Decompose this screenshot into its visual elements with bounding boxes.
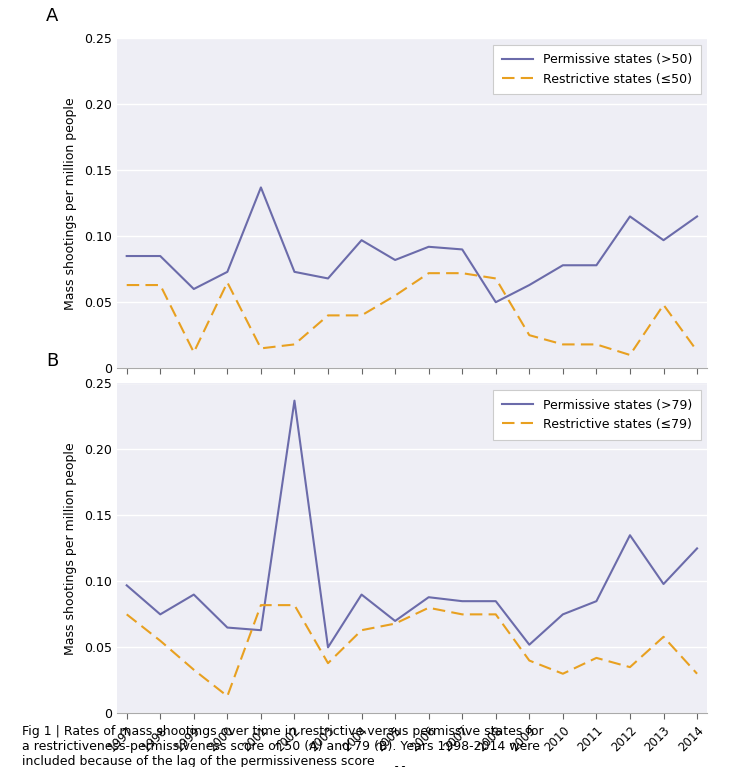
Permissive states (>79) (324, 643, 332, 652)
Restrictive states (≤50) (491, 274, 500, 283)
Permissive states (>50) (357, 235, 366, 245)
Restrictive states (≤50) (424, 268, 433, 278)
Permissive states (>50) (290, 267, 299, 276)
Permissive states (>50) (693, 212, 701, 221)
Line: Permissive states (>50): Permissive states (>50) (127, 187, 697, 302)
Restrictive states (≤50) (592, 340, 601, 349)
Permissive states (>79) (122, 581, 131, 590)
Permissive states (>50) (122, 252, 131, 261)
Restrictive states (≤79) (324, 659, 332, 668)
Permissive states (>79) (693, 544, 701, 553)
Permissive states (>50) (659, 235, 668, 245)
Restrictive states (≤79) (525, 656, 534, 665)
Restrictive states (≤50) (357, 311, 366, 320)
Restrictive states (≤79) (424, 603, 433, 612)
Permissive states (>79) (257, 626, 265, 635)
Permissive states (>79) (391, 617, 399, 626)
Line: Restrictive states (≤50): Restrictive states (≤50) (127, 273, 697, 355)
Restrictive states (≤50) (659, 300, 668, 309)
Restrictive states (≤50) (190, 347, 198, 357)
Restrictive states (≤79) (391, 619, 399, 628)
Permissive states (>79) (290, 396, 299, 405)
Legend: Permissive states (>50), Restrictive states (≤50): Permissive states (>50), Restrictive sta… (493, 44, 701, 94)
Restrictive states (≤50) (558, 340, 567, 349)
Restrictive states (≤79) (659, 632, 668, 641)
Restrictive states (≤79) (156, 636, 165, 645)
Permissive states (>79) (458, 597, 467, 606)
Y-axis label: Mass shootings per million people: Mass shootings per million people (64, 97, 77, 310)
Restrictive states (≤79) (357, 626, 366, 635)
Permissive states (>50) (190, 285, 198, 294)
Restrictive states (≤50) (324, 311, 332, 320)
Permissive states (>79) (558, 610, 567, 619)
Restrictive states (≤79) (122, 610, 131, 619)
Permissive states (>79) (190, 590, 198, 599)
Restrictive states (≤79) (190, 665, 198, 674)
Permissive states (>50) (491, 298, 500, 307)
Restrictive states (≤50) (391, 291, 399, 300)
Restrictive states (≤50) (693, 347, 701, 356)
Restrictive states (≤50) (525, 331, 534, 340)
Text: B: B (46, 352, 58, 370)
Permissive states (>50) (558, 261, 567, 270)
Permissive states (>79) (223, 623, 232, 632)
Legend: Permissive states (>79), Restrictive states (≤79): Permissive states (>79), Restrictive sta… (493, 390, 701, 439)
Restrictive states (≤79) (592, 653, 601, 663)
Permissive states (>50) (458, 245, 467, 254)
Permissive states (>50) (156, 252, 165, 261)
Permissive states (>79) (592, 597, 601, 606)
Permissive states (>79) (525, 640, 534, 650)
Permissive states (>79) (156, 610, 165, 619)
Text: A: A (46, 7, 58, 25)
Restrictive states (≤79) (625, 663, 634, 672)
Line: Permissive states (>79): Permissive states (>79) (127, 400, 697, 647)
Restrictive states (≤50) (458, 268, 467, 278)
Restrictive states (≤79) (458, 610, 467, 619)
Restrictive states (≤50) (223, 278, 232, 287)
Permissive states (>79) (357, 590, 366, 599)
Permissive states (>50) (391, 255, 399, 265)
Restrictive states (≤50) (156, 281, 165, 290)
Permissive states (>50) (223, 267, 232, 276)
Permissive states (>79) (625, 531, 634, 540)
Permissive states (>79) (659, 579, 668, 588)
Permissive states (>79) (424, 593, 433, 602)
X-axis label: Year: Year (394, 765, 429, 767)
Permissive states (>50) (525, 281, 534, 290)
Restrictive states (≤50) (122, 281, 131, 290)
Text: Fig 1 | Rates of mass shootings over time in restrictive versus permissive state: Fig 1 | Rates of mass shootings over tim… (22, 725, 544, 767)
Permissive states (>50) (424, 242, 433, 252)
Restrictive states (≤79) (223, 692, 232, 701)
Permissive states (>50) (625, 212, 634, 221)
Restrictive states (≤50) (290, 340, 299, 349)
Permissive states (>50) (257, 183, 265, 192)
Restrictive states (≤79) (558, 669, 567, 678)
Restrictive states (≤50) (625, 351, 634, 360)
Y-axis label: Mass shootings per million people: Mass shootings per million people (64, 442, 77, 655)
Restrictive states (≤50) (257, 344, 265, 353)
Restrictive states (≤79) (693, 669, 701, 678)
Permissive states (>50) (324, 274, 332, 283)
Permissive states (>79) (491, 597, 500, 606)
Restrictive states (≤79) (290, 601, 299, 610)
Line: Restrictive states (≤79): Restrictive states (≤79) (127, 605, 697, 696)
Permissive states (>50) (592, 261, 601, 270)
Restrictive states (≤79) (491, 610, 500, 619)
Restrictive states (≤79) (257, 601, 265, 610)
